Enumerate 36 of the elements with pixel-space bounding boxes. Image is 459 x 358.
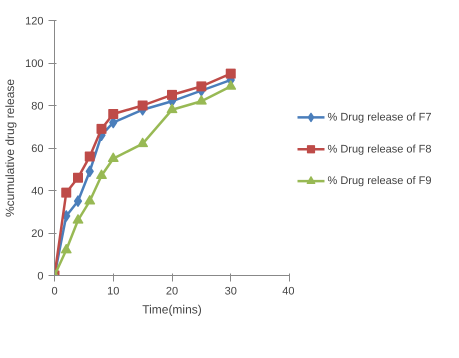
point: [60, 244, 72, 254]
point: [84, 152, 95, 162]
point: [138, 100, 148, 110]
point: [137, 137, 148, 148]
point: [226, 68, 236, 79]
point: [225, 80, 236, 90]
legend-label: % Drug release of F8: [328, 143, 432, 156]
y-axis-title: %cumulative drug release: [3, 78, 18, 218]
x-axis-title: Time(mins): [142, 302, 202, 316]
x-tick-label: 30: [224, 286, 237, 298]
y-tick-label: 0: [37, 270, 44, 282]
point: [166, 103, 178, 114]
point: [73, 172, 83, 183]
point: [108, 152, 119, 162]
point: [74, 195, 82, 208]
y-tick-label: 60: [31, 143, 44, 155]
x-tick-label: 20: [166, 286, 178, 298]
point: [96, 124, 106, 134]
legend-label: % Drug release of F9: [328, 175, 432, 188]
point: [196, 81, 206, 92]
point: [167, 90, 177, 100]
y-tick-label: 100: [25, 58, 44, 70]
x-tick-label: 10: [107, 286, 120, 298]
y-tick-label: 80: [31, 100, 44, 112]
y-tick-label: 20: [31, 228, 44, 240]
point: [61, 188, 72, 198]
legend-label: % Drug release of F7: [328, 111, 432, 124]
point: [96, 169, 107, 180]
y-tick-label: 40: [31, 186, 44, 198]
point: [84, 194, 96, 205]
y-tick-label: 120: [25, 16, 44, 28]
x-tick-label: 40: [282, 286, 295, 298]
point: [196, 94, 207, 105]
point: [108, 109, 118, 119]
point: [72, 214, 84, 224]
x-tick-label: 0: [51, 286, 58, 298]
